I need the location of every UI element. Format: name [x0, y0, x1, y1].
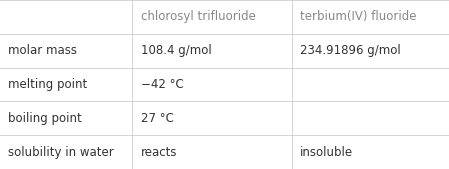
Text: reacts: reacts	[141, 146, 177, 159]
Text: −42 °C: −42 °C	[141, 78, 183, 91]
Text: insoluble: insoluble	[300, 146, 353, 159]
Text: 27 °C: 27 °C	[141, 112, 173, 125]
Text: 108.4 g/mol: 108.4 g/mol	[141, 44, 211, 57]
Text: melting point: melting point	[8, 78, 88, 91]
Text: molar mass: molar mass	[8, 44, 77, 57]
Text: terbium(IV) fluoride: terbium(IV) fluoride	[300, 10, 416, 23]
Text: 234.91896 g/mol: 234.91896 g/mol	[300, 44, 401, 57]
Text: chlorosyl trifluoride: chlorosyl trifluoride	[141, 10, 255, 23]
Text: solubility in water: solubility in water	[8, 146, 114, 159]
Text: boiling point: boiling point	[8, 112, 82, 125]
